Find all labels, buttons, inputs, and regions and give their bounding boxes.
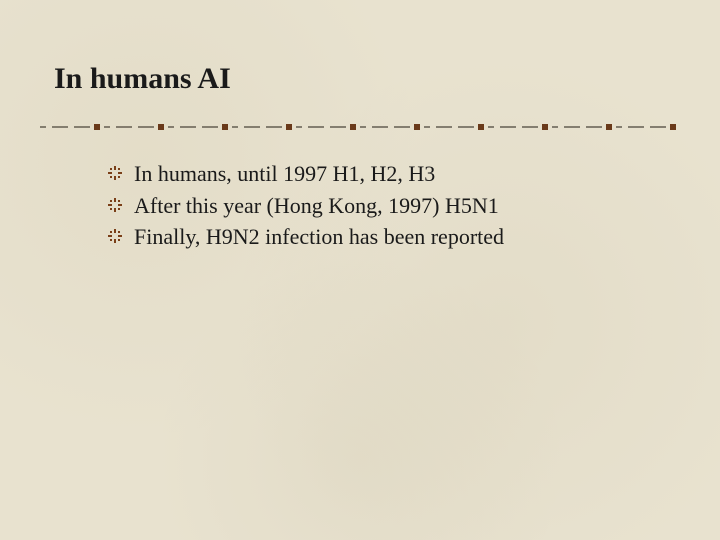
divider-svg — [40, 123, 680, 131]
slide-title: In humans AI — [54, 62, 231, 96]
list-item: After this year (Hong Kong, 1997) H5N1 — [108, 192, 668, 220]
bullet-icon — [108, 229, 122, 243]
bullet-text: After this year (Hong Kong, 1997) H5N1 — [134, 192, 499, 220]
bullet-text: In humans, until 1997 H1, H2, H3 — [134, 160, 435, 188]
list-item: Finally, H9N2 infection has been reporte… — [108, 223, 668, 251]
bullet-text: Finally, H9N2 infection has been reporte… — [134, 223, 504, 251]
divider — [40, 118, 680, 126]
list-item: In humans, until 1997 H1, H2, H3 — [108, 160, 668, 188]
bullet-list: In humans, until 1997 H1, H2, H3 — [108, 160, 668, 255]
bullet-icon — [108, 166, 122, 180]
bullet-icon — [108, 198, 122, 212]
slide: In humans AI — [0, 0, 720, 540]
